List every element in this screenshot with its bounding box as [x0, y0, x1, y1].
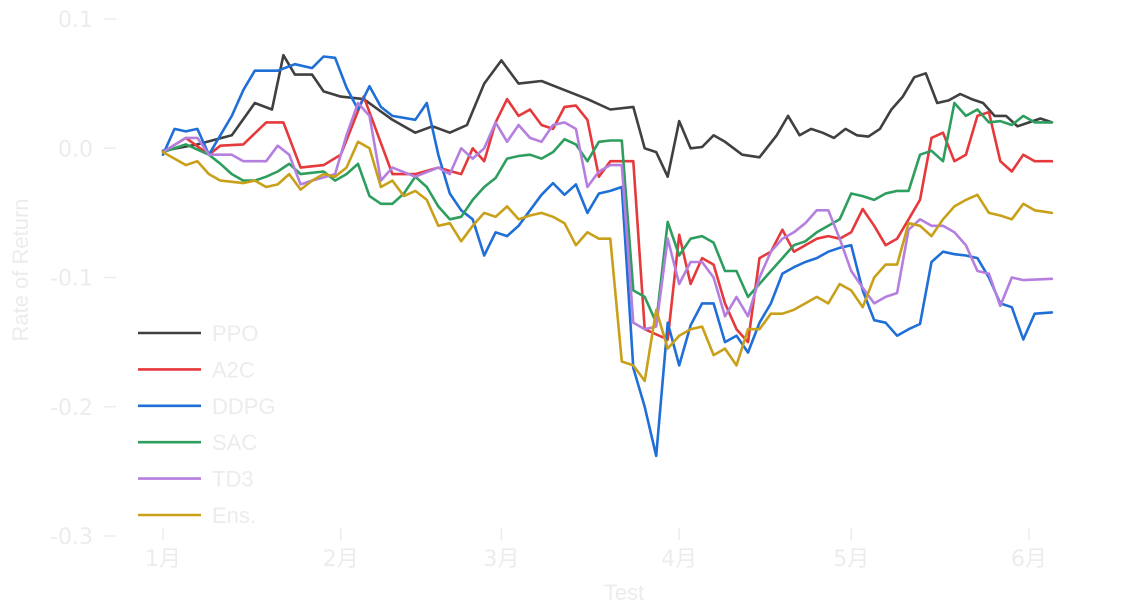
series-lines [161, 53, 1054, 458]
x-tick-label: 1月 [145, 547, 181, 572]
legend-label: TD3 [212, 467, 254, 492]
legend-label: PPO [212, 321, 258, 346]
y-tick-label: -0.2 [50, 396, 93, 421]
series-line-ppo [161, 53, 1054, 178]
series-line-td3 [161, 101, 1054, 331]
y-tick-label: -0.3 [50, 525, 93, 550]
x-tick-label: 2月 [323, 547, 359, 572]
legend-label: DDPG [212, 394, 276, 419]
series-line-a2c [161, 95, 1054, 344]
x-tick-label: 5月 [833, 547, 869, 572]
series-line-sac [161, 101, 1054, 324]
x-tick-label: 3月 [483, 547, 519, 572]
y-axis-title: Rate of Return [8, 198, 33, 341]
x-tick-label: 4月 [661, 547, 697, 572]
y-tick-label: 0.0 [58, 137, 93, 162]
legend: PPO A2C DDPG SAC TD3 Ens. [138, 321, 276, 528]
y-tick-label: -0.1 [50, 267, 93, 292]
legend-label: A2C [212, 357, 255, 382]
y-axis: 0.1 0.0 -0.1 -0.2 -0.3 [50, 8, 116, 550]
x-axis-title: Test [604, 580, 644, 605]
x-axis: 1月 2月 3月 4月 5月 6月 [145, 528, 1047, 572]
legend-label: Ens. [212, 503, 256, 528]
series-line-ddpg [161, 55, 1054, 458]
y-tick-label: 0.1 [58, 8, 93, 33]
series-line-ens [161, 140, 1054, 383]
x-tick-label: 6月 [1011, 547, 1047, 572]
legend-label: SAC [212, 430, 257, 455]
